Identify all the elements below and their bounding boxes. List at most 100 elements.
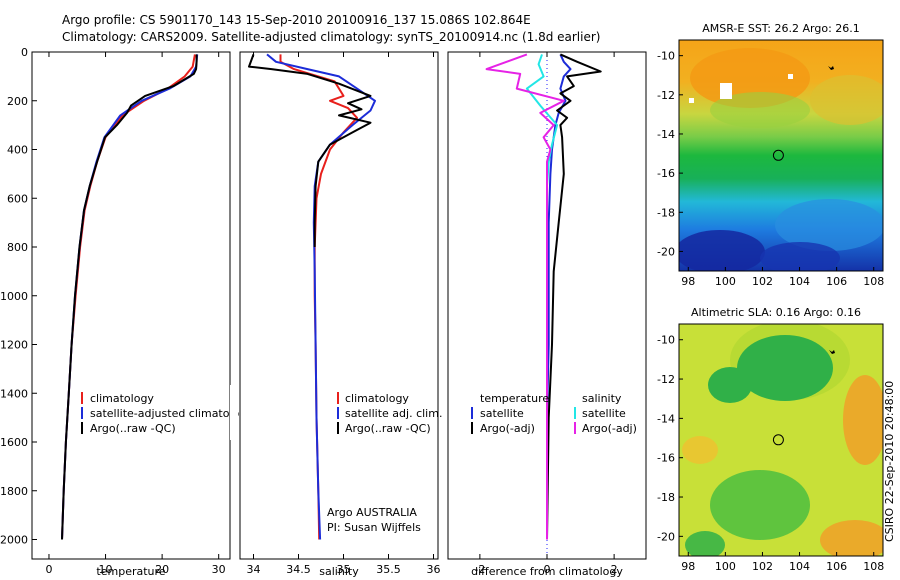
legend-label-temp-argo: Argo(-adj) [480,422,535,435]
x-tick-label: 100 [715,560,736,573]
y-tick-label: 1800 [0,485,28,498]
x-tick-label: 102 [752,275,773,288]
legend-label-argo: Argo(..raw -QC) [345,422,431,435]
salinity-axes-frame [239,51,439,560]
legend-label-argo: Argo(..raw -QC) [90,422,176,435]
sla-low-patch-2 [708,367,752,403]
y-tick-label: -12 [657,89,675,102]
sla-map-frame [678,323,884,557]
y-tick-label: -20 [657,530,675,543]
y-tick-label: 1400 [0,387,28,400]
sla-heatmap [679,324,883,556]
difference-series [485,53,602,540]
x-tick-label: 0 [544,563,551,576]
sla-low-patch-4 [685,531,725,556]
x-tick-label: -2 [474,563,485,576]
x-tick-label: 34.5 [286,563,311,576]
salinity-series [248,53,376,540]
difference-tick-labels: -2 0 2 [474,52,618,576]
x-tick-label: 104 [789,560,810,573]
sst-map-title: AMSR-E SST: 26.2 Argo: 26.1 [702,22,860,35]
legend-label-satellite-adjusted: satellite-adjusted climatology [90,407,253,420]
temperature-xlabel: temperature [96,565,165,578]
y-tick-label: 2000 [0,534,28,547]
series-line-argo-raw-qc [248,54,372,247]
sst-cold-patch [679,230,765,271]
sst-missing-data-2 [788,74,793,79]
x-tick-label: 2 [611,563,618,576]
x-tick-label: 10 [99,563,113,576]
legend-label-climatology: climatology [90,392,154,405]
annotation-pi: PI: Susan Wijffels [327,521,421,534]
y-tick-label: -20 [657,245,675,258]
x-tick-label: 104 [789,275,810,288]
x-tick-label: 106 [826,560,847,573]
legend-label-sal-satellite: satellite [582,407,626,420]
y-tick-label: -10 [657,334,675,347]
sla-map-tick-labels: 98 100 102 104 106 108 -10 -12 -14 -16 -18 -20 [657,334,884,573]
x-tick-label: 36 [427,563,441,576]
legend-title-temperature: temperature [480,392,549,405]
y-tick-label: -16 [657,167,675,180]
series-line-argo-raw-qc [61,54,198,540]
panel-sla-map: Altimetric SLA: 0.16 Argo: 0.16 98 100 102… [657,306,884,573]
x-tick-label: 108 [863,560,884,573]
y-tick-label: -14 [657,412,675,425]
x-tick-label: 100 [715,275,736,288]
y-tick-label: 800 [7,241,28,254]
annotation-argo-australia: Argo AUSTRALIA [327,506,417,519]
x-tick-label: 106 [826,275,847,288]
temperature-tick-labels: 0 10 20 30 [45,52,226,576]
sst-heatmap [679,40,883,271]
sla-high-patch [843,375,883,465]
difference-xlabel: difference from climatology [471,565,623,578]
panel-difference: -2 0 2 difference from climatology tempera… [447,51,647,578]
credit-text: CSIRO 22-Sep-2010 20:48:00 [883,381,896,542]
y-tick-label: 0 [21,46,28,59]
y-tick-label: 200 [7,95,28,108]
depth-tick-labels: 0 200 400 600 800 1000 1200 1400 1600 1800 2000 [0,46,37,547]
y-tick-label: -16 [657,452,675,465]
sst-map-frame [678,39,884,272]
y-tick-label: 600 [7,192,28,205]
y-tick-label: 1600 [0,436,28,449]
panel-temperature: 0 200 400 600 800 1000 1200 1400 1600 1800 2000 0 1… [0,46,253,578]
series-line-argo-adj [485,53,565,540]
title-line2: Climatology: CARS2009. Satellite-adjuste… [62,30,600,44]
sla-high-patch-2 [820,520,883,556]
x-tick-label: 102 [752,560,773,573]
sla-argo-position-marker [772,434,784,446]
x-tick-label: 30 [212,563,226,576]
y-tick-label: -14 [657,128,675,141]
sst-transition-patch [710,92,810,128]
sla-map-title: Altimetric SLA: 0.16 Argo: 0.16 [691,306,861,319]
sla-island-marker [829,350,835,354]
y-tick-label: 1000 [0,290,28,303]
x-tick-label: 98 [681,560,695,573]
legend-label-satellite-adj: satellite adj. clim. [345,407,442,420]
salinity-xlabel: salinity [319,565,359,578]
sla-low-patch-3 [710,470,810,540]
sst-mid-patch [810,75,883,125]
temperature-series [61,54,199,540]
panel-salinity: 34 34.5 35 35.5 36 salinity climatology sate… [239,51,442,578]
sla-low-patch [737,335,833,401]
legend-label-temp-satellite: satellite [480,407,524,420]
series-line-argo-adj [546,53,602,540]
x-tick-label: 98 [681,275,695,288]
x-tick-label: 0 [45,563,52,576]
sst-missing-data [720,83,732,99]
legend-label-sal-argo: Argo(-adj) [582,422,637,435]
title-line1: Argo profile: CS 5901170_143 15-Sep-2010… [62,13,531,27]
x-tick-label: 35.5 [376,563,401,576]
temperature-legend: climatology satellite-adjusted climatolo… [81,392,253,435]
y-tick-label: -10 [657,50,675,63]
x-tick-label: 34 [247,563,261,576]
temperature-axes-frame [31,51,231,560]
x-tick-label: 20 [155,563,169,576]
sst-cool-patch [775,199,883,251]
salinity-tick-labels: 34 34.5 35 35.5 36 [247,52,441,576]
x-tick-label: 108 [863,275,884,288]
legend-label-climatology: climatology [345,392,409,405]
